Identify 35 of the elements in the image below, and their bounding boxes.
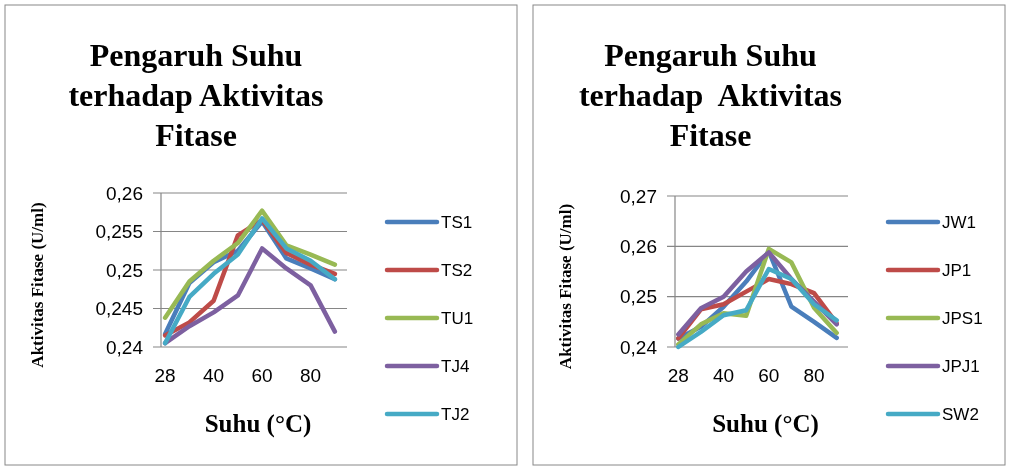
x-tick-label: 40 (203, 365, 225, 386)
y-tick-label: 0,26 (106, 182, 143, 204)
chart-title: Pengaruh Suhu terhadap Aktivitas Fitase (578, 37, 843, 153)
x-tick-label: 28 (667, 365, 689, 386)
y-tick-label: 0,24 (106, 336, 144, 358)
legend-label: TS2 (441, 260, 473, 280)
y-tick-label: 0,25 (620, 286, 657, 308)
x-tick-label: 40 (712, 365, 735, 386)
legend-label: TS1 (441, 212, 473, 232)
x-axis-title: Suhu (°C) (204, 410, 312, 438)
chart-title: Pengaruh Suhu terhadap Aktivitas Fitase (68, 37, 324, 153)
y-tick-label: 0,245 (95, 298, 143, 320)
y-axis-title: Aktivitas Fitase (U/ml) (28, 202, 47, 368)
line-series (676, 266, 839, 350)
x-axis-title: Suhu (°C) (712, 410, 819, 438)
legend-label: JPS1 (942, 308, 983, 328)
line-series (162, 208, 338, 320)
legend-label: JW1 (942, 212, 976, 232)
y-axis-title: Aktivitas Fitase (U/ml) (556, 203, 575, 370)
x-tick-label: 60 (758, 365, 780, 386)
legend-label: TJ4 (441, 356, 470, 376)
x-tick-label: 80 (803, 365, 825, 386)
legend-label: JP1 (942, 260, 972, 280)
y-tick-label: 0,24 (620, 336, 658, 358)
x-tick-label: 28 (154, 365, 176, 386)
legend-label: TJ2 (441, 404, 470, 424)
y-tick-label: 0,27 (620, 185, 657, 207)
y-tick-label: 0,25 (106, 259, 143, 281)
legend-label: SW2 (942, 404, 979, 424)
y-tick-label: 0,255 (95, 221, 143, 243)
y-tick-label: 0,26 (620, 235, 657, 257)
x-tick-label: 60 (251, 365, 273, 386)
legend-label: JPJ1 (942, 356, 980, 376)
legend-label: TU1 (441, 308, 474, 328)
x-tick-label: 80 (300, 365, 322, 386)
